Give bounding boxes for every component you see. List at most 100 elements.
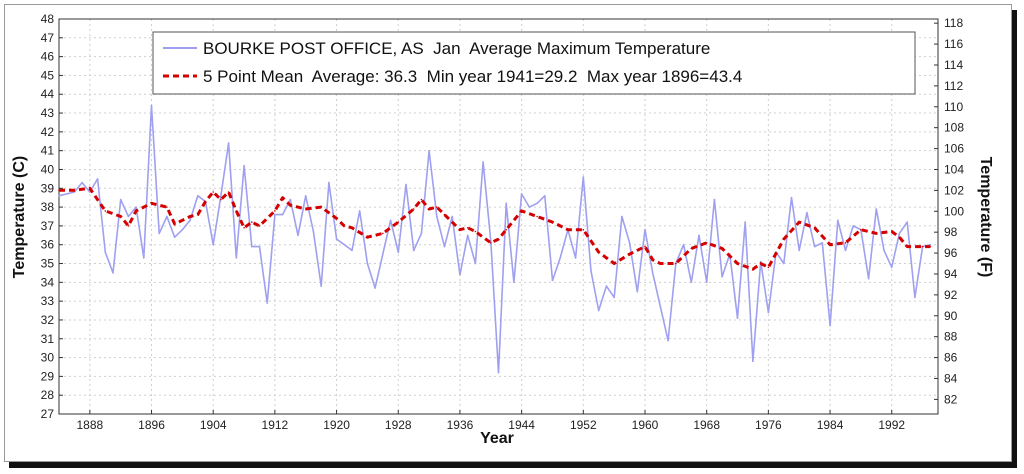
data-point [520,193,523,195]
data-point [767,266,770,269]
y2-tick-label: 104 [944,162,964,176]
data-point [659,262,662,265]
y2-tick-label: 86 [944,351,958,365]
data-point [736,262,739,265]
data-point [197,213,199,216]
data-point [721,275,723,278]
data-point [135,206,137,208]
data-point [189,219,191,222]
series-points-mean [58,187,932,271]
data-point [420,232,423,235]
data-point [675,262,677,265]
legend-label-mean: 5 Point Mean Average: 36.3 Min year 1941… [203,67,742,86]
data-point [520,210,523,212]
data-point [181,228,184,231]
left-axis: 27 28 29 30 31 32 33 34 35 36 37 38 39 40 41 42 43 44 45 46… [41,12,63,421]
data-point [474,262,477,265]
data-point [119,215,122,218]
x-tick-label: 1912 [262,418,289,432]
right-axis: 82 84 86 88 90 92 94 96 98 100 102 104 106 108 110 112 1… [934,16,964,406]
data-point [767,311,770,314]
data-point [289,204,292,206]
y-tick-label: 30 [41,351,55,365]
y-tick-label: 32 [41,313,55,327]
legend-label-raw: BOURKE POST OFFICE, AS Jan Average Maxim… [203,39,710,58]
x-tick-label: 1992 [878,418,905,432]
data-point [166,215,168,218]
series-points-raw [58,104,932,374]
data-point [389,219,392,222]
data-point [351,227,353,229]
bottom-axis: 1888 1896 1904 1912 1920 1928 1936 1944 1952 1960… [76,410,905,432]
data-point [266,302,269,304]
x-tick-label: 1944 [508,418,535,432]
series-line-mean [59,186,931,271]
data-point [243,227,245,229]
y-tick-label: 35 [41,257,55,271]
data-point [651,259,654,261]
data-point [705,242,708,244]
data-point [382,253,384,255]
y2-tick-label: 118 [944,16,963,30]
data-point [358,210,361,212]
data-point [343,225,346,227]
data-point [574,257,577,259]
data-point [644,228,646,231]
data-point [58,189,60,191]
y2-tick-label: 96 [944,246,958,260]
x-tick-label: 1984 [817,418,844,432]
data-point [682,243,685,246]
data-point [220,198,222,201]
data-point [335,217,338,220]
data-point [536,215,538,218]
legend: BOURKE POST OFFICE, AS Jan Average Maxim… [152,31,916,95]
data-point [412,249,415,252]
x-tick-label: 1928 [385,418,412,432]
data-point [790,196,793,199]
y-tick-label: 43 [41,106,55,120]
y-tick-label: 38 [41,200,55,214]
x-tick-label: 1976 [755,418,782,432]
data-point [752,268,754,271]
data-point [544,195,546,197]
data-point [705,281,708,284]
y-tick-label: 41 [41,144,55,158]
data-point [96,178,99,180]
data-point [929,245,932,248]
data-point [197,195,199,197]
y2-tick-label: 94 [944,267,958,281]
data-point [875,232,878,235]
data-point [597,309,600,312]
data-point [436,215,438,218]
y-tick-label: 36 [41,238,55,252]
y2-tick-label: 102 [944,183,964,197]
x-tick-label: 1936 [447,418,474,432]
data-point [212,191,214,193]
y-tick-label: 47 [41,31,55,45]
data-point [204,200,207,203]
x-tick-label: 1920 [323,418,350,432]
data-point [281,196,284,199]
data-point [73,189,76,191]
x-tick-label: 1960 [632,418,659,432]
data-point [235,210,238,212]
y-tick-label: 48 [41,12,55,26]
x-tick-label: 1952 [570,418,597,432]
data-point [459,228,461,231]
data-point [890,230,893,233]
data-point [335,238,338,240]
data-point [243,164,245,167]
data-point [436,206,438,208]
data-point [119,198,122,201]
data-point [713,198,716,201]
chart-frame: 27 28 29 30 31 32 33 34 35 36 37 38 39 40 41 42 43 44 45 46… [4,4,1012,462]
y-tick-label: 28 [41,388,55,402]
data-point [127,215,130,218]
data-point [721,247,723,250]
data-point [459,274,461,276]
y-tick-label: 33 [41,294,55,308]
data-point [914,296,916,299]
series-line-raw [58,104,931,374]
y2-tick-label: 116 [944,37,963,51]
data-point [289,198,292,201]
